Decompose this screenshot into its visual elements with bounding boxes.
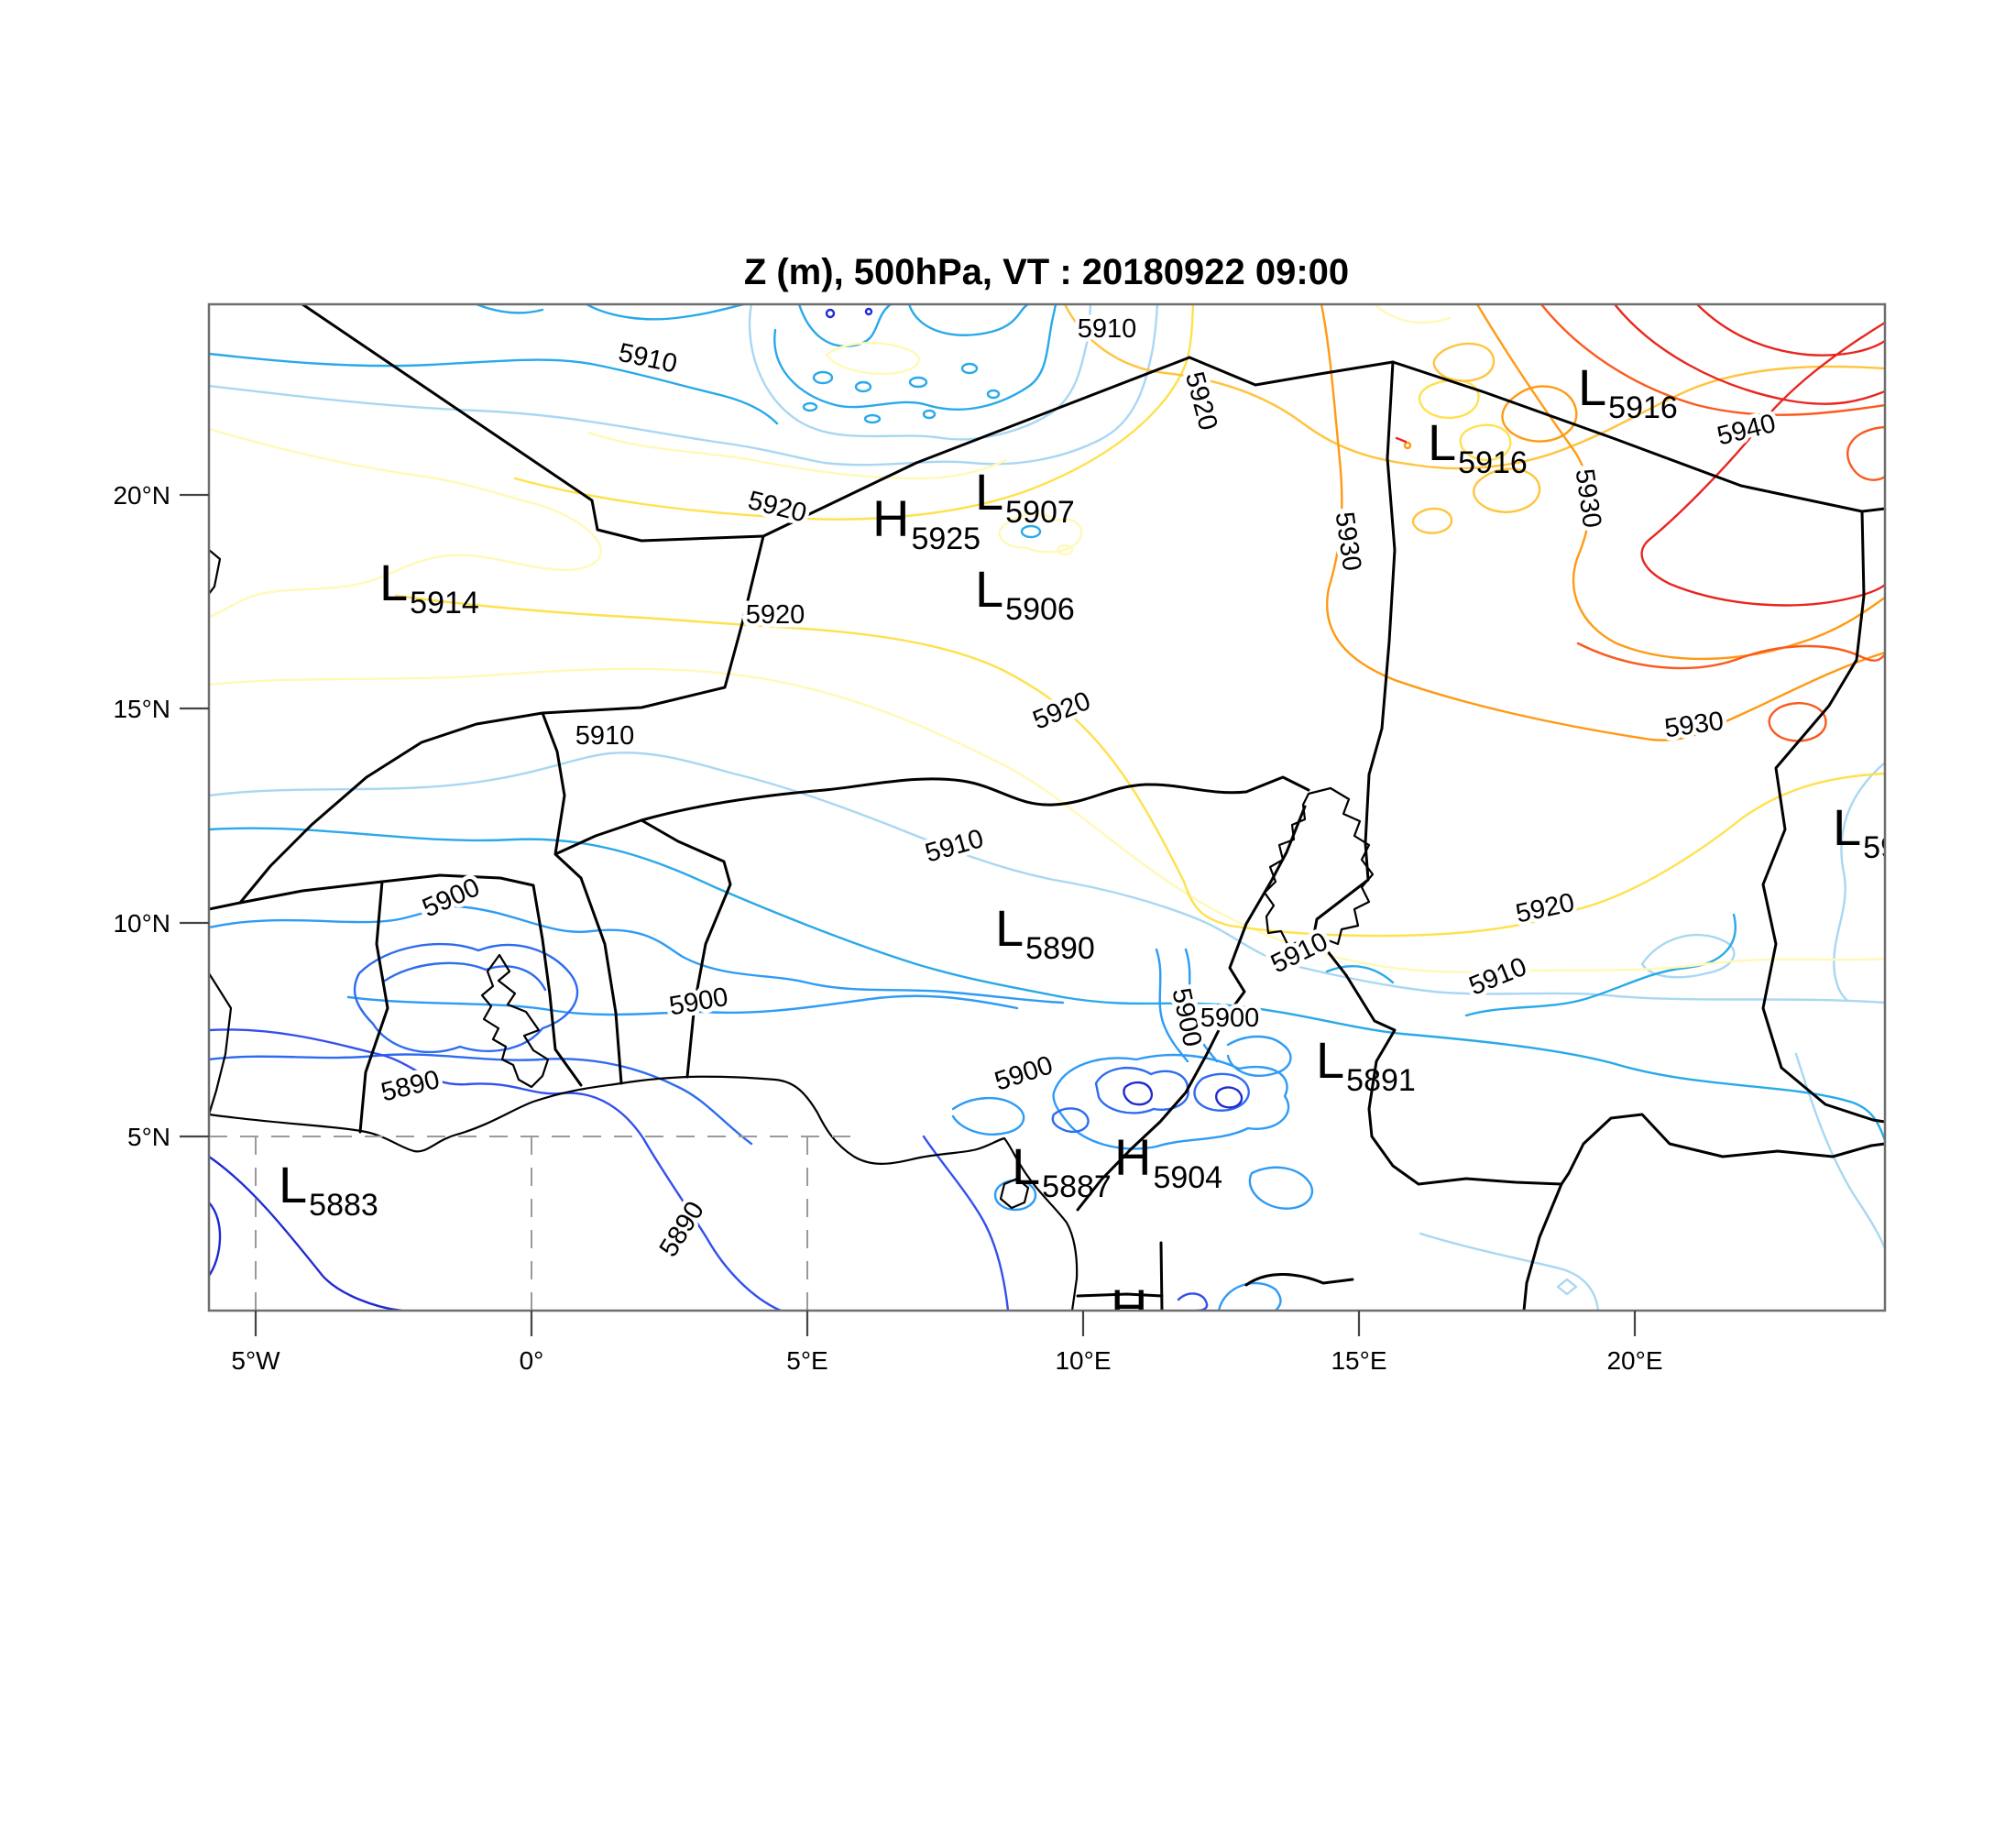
x-axis-ticks: 5°W 0° 5°E 10°E 15°E 20°E [231,1311,1663,1375]
y-tick-label-0: 20°N [113,481,170,510]
contour-label: 5900 [418,873,484,923]
border-niger-chad [1312,360,1397,977]
coastline-gulf-of-guinea [209,1075,1079,1311]
contour-label: 5930 [1663,707,1726,744]
pressure-center-l5907: L5907 [975,463,1075,530]
x-tick-label-1: 0° [520,1346,544,1375]
contour-lines [209,304,1885,1311]
pressure-center-l5887: L5887 [1012,1137,1112,1204]
border-cote-divoire-west [209,972,233,1115]
pressure-center-l5914: L5914 [379,554,479,620]
border-benin-nigeria [640,818,732,1079]
contour-value-labels: 5910592059205910592059305930594059305920… [374,311,1782,1267]
contour-level-5925 [1063,304,1885,534]
contour-label: 5920 [746,600,805,630]
pressure-center-l59: L59 [1833,798,1898,865]
contour-label: 5920 [745,486,809,529]
plot-frame [207,302,1887,1312]
contour-label: 5900 [1200,1004,1260,1033]
contour-label: 5930 [1570,467,1607,530]
y-tick-label-3: 5°N [127,1123,170,1151]
border-burkina-niger-benin [541,711,643,880]
y-axis-ticks: 20°N 15°N 10°N 5°N [113,481,209,1151]
x-tick-label-2: 5°E [786,1346,827,1375]
contour-label: 5940 [1715,409,1779,452]
border-ghana [358,873,583,1134]
pressure-center-l5906: L5906 [975,560,1075,627]
x-tick-label-0: 5°W [231,1346,280,1375]
contour-level-5895 [209,942,1250,1146]
contour-level-5900 [209,905,1313,1311]
contour-label: 5900 [992,1050,1057,1096]
country-borders [209,304,1885,1311]
contour-label: 5910 [922,824,987,869]
contour-label: 5920 [1179,368,1223,434]
pressure-center-l5883: L5883 [279,1156,378,1223]
border-mauritania-mali-stub [209,549,222,595]
chart-title: Z (m), 500hPa, VT : 20180922 09:00 [744,252,1349,292]
contour-label: 5900 [667,982,730,1022]
x-tick-label-3: 10°E [1055,1346,1111,1375]
contour-level-5940 [1395,304,1885,607]
y-tick-label-1: 15°N [113,695,170,723]
border-algeria-mali [301,304,765,543]
y-tick-label-2: 10°N [113,909,170,938]
contour-level-5915 [209,304,1885,973]
pressure-center-l5891: L5891 [1316,1031,1416,1098]
contour-level-5930 [1320,304,1885,741]
border-car [1417,1113,1885,1311]
border-mali-niger [541,534,765,715]
contour-level-5935 [1539,304,1885,742]
contour-level-5905 [209,304,1885,1142]
border-libya-chad [1391,360,1885,513]
pressure-center-l5916: L5916 [1428,413,1528,480]
contour-label: 5910 [616,338,680,379]
border-nigeria-cameroon [1076,805,1307,1212]
bioko-island [999,1177,1030,1210]
border-chad-sudan [1761,510,1885,1124]
pressure-center-h5904: H5904 [1114,1128,1222,1195]
border-niger-libya [1188,356,1395,387]
border-mali-burkina [209,711,544,911]
border-equatorial-guinea-gabon [1076,1241,1354,1311]
pressure-center-h5900: H5900 [1111,1279,1219,1345]
contour-label: 5920 [1513,888,1577,929]
pressure-center-l5890: L5890 [995,899,1095,966]
contour-level-5910 [209,304,1885,1311]
border-chad-cameroon-car [1344,973,1420,1186]
pressure-center-h5925: H5925 [872,489,981,556]
contour-label: 5890 [378,1065,443,1108]
contour-level-5885 [209,307,1244,1311]
border-niger-nigeria [640,775,1310,822]
lake-volta [480,953,550,1089]
pressure-center-l5916: L5916 [1578,358,1678,425]
lake-chad-outline [1263,786,1375,951]
x-tick-label-4: 15°E [1331,1346,1386,1375]
x-tick-label-5: 20°E [1606,1346,1662,1375]
contour-label: 5910 [1078,314,1137,344]
border-togo-benin [579,876,623,1085]
border-algeria-niger [761,356,1191,538]
dashed-gridlines [209,1136,854,1311]
contour-label: 5910 [575,721,635,751]
